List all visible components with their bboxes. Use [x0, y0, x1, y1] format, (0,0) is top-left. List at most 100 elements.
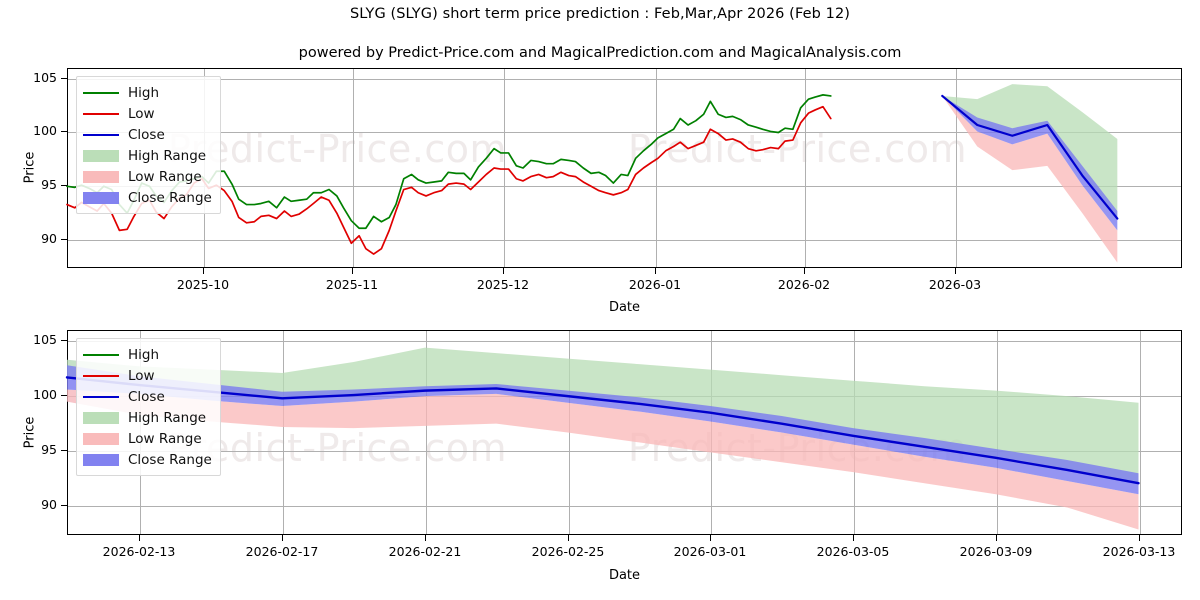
x-axis-tick [203, 268, 204, 274]
page-subtitle: powered by Predict-Price.com and Magical… [298, 45, 902, 61]
x-axis-tick-label: 2025-12 [476, 277, 530, 292]
legend-swatch-line-icon [83, 369, 119, 383]
x-axis-tick [955, 268, 956, 274]
legend-item-low[interactable]: Low [83, 365, 212, 386]
legend-item-high-range[interactable]: High Range [83, 145, 212, 166]
x-axis-tick-label: 2025-11 [325, 277, 379, 292]
top-chart-panel: Predict-Price.comPredict-Price.comPredic… [66, 68, 1182, 268]
bottom-chart-ylabel: Price [22, 416, 38, 449]
legend-swatch-line-icon [83, 86, 119, 100]
legend-label: Close Range [128, 189, 212, 206]
y-axis-tick [61, 395, 67, 397]
legend-label: Close [128, 126, 165, 143]
gridline-horizontal [68, 239, 1181, 241]
bottom-chart-xlabel: Date [608, 568, 641, 583]
y-axis-tick [61, 131, 67, 133]
legend-label: Low Range [128, 430, 202, 447]
y-axis-tick [61, 77, 67, 79]
x-axis-tick-label: 2026-02-13 [102, 544, 176, 559]
y-axis-tick [61, 450, 67, 452]
top-chart-legend[interactable]: High Low Close High Range Low Range Close Ran… [76, 76, 221, 214]
y-axis-tick-label: 100 [33, 387, 57, 403]
x-axis-tick-label: 2025-10 [176, 277, 230, 292]
close-range-band [67, 365, 1139, 495]
legend-label: Low [128, 105, 155, 122]
x-axis-tick [996, 535, 997, 541]
high-range-band [67, 347, 1139, 484]
y-axis-tick-label: 100 [33, 123, 57, 139]
legend-swatch-line-icon [83, 390, 119, 404]
legend-item-close[interactable]: Close [83, 386, 212, 407]
x-axis-tick [352, 268, 353, 274]
x-axis-tick-label: 2026-02-17 [245, 544, 319, 559]
y-axis-tick [61, 185, 67, 187]
legend-item-low-range[interactable]: Low Range [83, 428, 212, 449]
x-axis-tick-label: 2026-01 [628, 277, 682, 292]
bottom-chart-series-layer [65, 347, 1140, 530]
legend-item-close-range[interactable]: Close Range [83, 449, 212, 470]
x-axis-tick [503, 268, 504, 274]
gridline-vertical [1140, 331, 1141, 534]
legend-swatch-patch-icon [83, 149, 119, 163]
gridline-horizontal [68, 132, 1181, 134]
legend-item-close-range[interactable]: Close Range [83, 187, 212, 208]
y-axis-tick-label: 105 [33, 331, 57, 347]
legend-item-high[interactable]: High [83, 82, 212, 103]
x-axis-tick-label: 2026-03 [928, 277, 982, 292]
legend-label: High [128, 346, 160, 363]
legend-swatch-line-icon [83, 107, 119, 121]
legend-item-close[interactable]: Close [83, 124, 212, 145]
legend-label: High Range [128, 409, 207, 426]
bottom-chart-legend[interactable]: High Low Close High Range Low Range Close Ran… [76, 338, 221, 476]
gridline-vertical [656, 69, 657, 267]
x-axis-tick-label: 2026-02 [777, 277, 831, 292]
x-axis-tick-label: 2026-03-09 [959, 544, 1033, 559]
y-axis-tick-label: 105 [33, 69, 57, 85]
legend-swatch-line-icon [83, 348, 119, 362]
y-axis-tick-label: 90 [41, 497, 57, 513]
y-axis-tick [61, 339, 67, 341]
gridline-vertical [283, 331, 284, 534]
legend-label: High Range [128, 147, 207, 164]
x-axis-tick [655, 268, 656, 274]
close-price-line [65, 376, 1140, 485]
legend-swatch-line-icon [83, 128, 119, 142]
legend-swatch-patch-icon [83, 191, 119, 205]
x-axis-tick-label: 2026-03-01 [673, 544, 747, 559]
y-axis-tick-label: 90 [41, 230, 57, 246]
x-axis-tick-label: 2026-03-05 [816, 544, 890, 559]
top-chart-xlabel: Date [608, 300, 641, 315]
x-axis-tick-label: 2026-02-25 [531, 544, 605, 559]
y-axis-tick [61, 238, 67, 240]
gridline-vertical [353, 69, 354, 267]
legend-item-high[interactable]: High [83, 344, 212, 365]
x-axis-tick [853, 535, 854, 541]
y-axis-tick [61, 505, 67, 507]
top-chart-ylabel: Price [22, 151, 38, 184]
gridline-horizontal [68, 186, 1181, 188]
x-axis-tick-label: 2026-03-13 [1102, 544, 1176, 559]
legend-item-low[interactable]: Low [83, 103, 212, 124]
gridline-vertical [504, 69, 505, 267]
legend-label: Low [128, 367, 155, 384]
low-range-band [67, 389, 1139, 530]
x-axis-tick [1139, 535, 1140, 541]
gridline-horizontal [68, 78, 1181, 80]
legend-swatch-patch-icon [83, 432, 119, 446]
gridline-horizontal [68, 340, 1181, 342]
legend-label: Close [128, 388, 165, 405]
legend-label: High [128, 84, 160, 101]
gridline-horizontal [68, 506, 1181, 508]
x-axis-tick [568, 535, 569, 541]
close-range-band [942, 95, 1118, 231]
legend-swatch-patch-icon [83, 170, 119, 184]
low-range-band [942, 95, 1118, 263]
close-price-line [941, 94, 1119, 220]
legend-item-low-range[interactable]: Low Range [83, 166, 212, 187]
legend-item-high-range[interactable]: High Range [83, 407, 212, 428]
gridline-vertical [956, 69, 957, 267]
y-axis-tick-label: 95 [41, 177, 57, 193]
x-axis-tick [139, 535, 140, 541]
